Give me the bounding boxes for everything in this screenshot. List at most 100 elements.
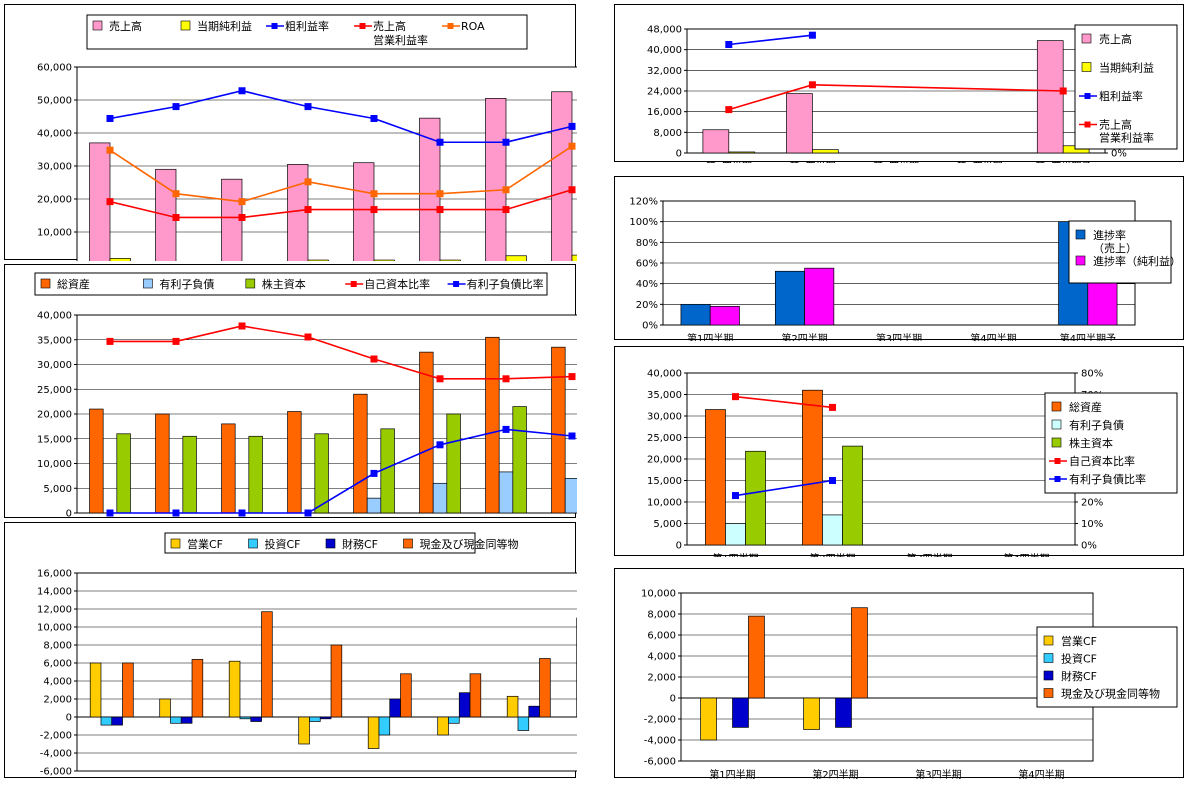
point-ROA	[502, 186, 510, 194]
point-自己資本比率	[106, 337, 114, 345]
bar-当期純利益	[109, 258, 131, 261]
bar-財務CF	[250, 716, 262, 722]
bar-営業CF	[89, 662, 102, 718]
y-tick-label: 25,000	[37, 385, 72, 396]
bar-営業CF	[298, 716, 310, 745]
bar-有利子負債	[725, 523, 746, 546]
bar-総資産	[287, 411, 302, 514]
legend-marker	[453, 281, 460, 287]
line-粗利益率	[728, 34, 813, 46]
y-tick-label: 35,000	[647, 390, 682, 401]
y-tick-label: 0	[670, 694, 676, 705]
point-売上高営業利益率	[238, 213, 246, 221]
y-tick-label: 50,000	[37, 96, 72, 107]
point-ROA	[172, 190, 180, 198]
y-tick-label: 35,000	[37, 335, 72, 346]
legend-label: 財務CF	[1061, 669, 1097, 683]
point-売上高営業利益率	[106, 198, 114, 206]
bar-投資CF	[100, 716, 113, 726]
x-tick-label: 14年	[100, 778, 123, 779]
legend	[1036, 626, 1178, 708]
legend-swatch	[1043, 670, 1054, 681]
y-tick-label: 20,000	[37, 195, 72, 206]
y-tick-label: 8,000	[43, 641, 72, 652]
bar-総資産	[551, 346, 566, 514]
y-tick-label: 60%	[636, 259, 658, 270]
legend	[1068, 220, 1172, 284]
bar-売上高	[1036, 40, 1064, 154]
point-売上高営業利益率	[304, 206, 312, 214]
bar-総資産	[155, 413, 170, 514]
x-tick-label: 第1四半期	[706, 160, 752, 163]
y-tick-label: 10,000	[37, 623, 72, 634]
bar-株主資本	[512, 406, 527, 514]
bar-有利子負債	[432, 482, 448, 514]
legend-marker	[1054, 458, 1061, 464]
chart-panel-quarter-progress: 0% 20% 40% 60% 80% 100% 120% 第1四半期 第2四半期 第3四半期 第4四…	[614, 176, 1184, 341]
y-tick-label: 10,000	[37, 228, 72, 239]
y2-tick-label: 80%	[1081, 369, 1103, 380]
legend-label: 営業利益率	[373, 33, 428, 47]
point-有利子負債比率	[568, 432, 576, 440]
chart-panel-quarter-assets: 0 5,000 10,000 15,000 20,000 25,000 30,000 35,0…	[614, 346, 1184, 557]
y-tick-label: 0	[676, 149, 682, 160]
bar-総資産	[221, 423, 236, 514]
bar-売上高	[485, 97, 507, 261]
legend-label: 投資CF	[1061, 652, 1097, 666]
legend-marker	[447, 23, 454, 29]
bar-営業CF	[367, 716, 380, 749]
y-tick-label: 40%	[636, 279, 658, 290]
bar-投資CF	[239, 716, 252, 720]
point-粗利益率	[725, 41, 733, 48]
point-自己資本比率	[370, 355, 378, 363]
point-ROA	[304, 178, 312, 186]
y-tick-label: 0	[66, 713, 72, 724]
point-ROA	[370, 190, 378, 198]
legend-swatch	[245, 278, 256, 289]
point-粗利益率	[304, 103, 312, 111]
chart-quarter-sales: 08,00016,00024,00032,00040,00048,0000%5%…	[647, 24, 1178, 163]
point-自己資本比率	[732, 393, 739, 401]
y-tick-label: 20,000	[647, 455, 682, 466]
y-tick-label: 0	[66, 509, 72, 520]
legend-label: 総資産	[1069, 400, 1102, 414]
line-ROA	[109, 145, 573, 203]
bar-株主資本	[182, 435, 197, 514]
x-tick-label: 16年	[239, 778, 262, 779]
y-tick-label: 60,000	[37, 63, 72, 74]
point-粗利益率	[568, 122, 576, 130]
bar-当期純利益	[571, 254, 577, 261]
bar-現金及び現金同等物	[261, 611, 273, 718]
point-売上高営業利益率	[568, 186, 576, 194]
bar-当期純利益	[505, 255, 527, 261]
point-ROA	[436, 190, 444, 198]
y-tick-label: -4,000	[40, 749, 72, 760]
legend-label: 株主資本	[1069, 436, 1113, 450]
bar-進捗率（売上）	[774, 270, 805, 326]
point-有利子負債比率	[370, 469, 378, 477]
bar-株主資本	[314, 433, 329, 514]
bar-当期純利益	[373, 259, 395, 261]
bar-総資産	[802, 389, 823, 546]
x-tick-label: 第1四半期	[709, 768, 755, 779]
legend-label: 営業CF	[1061, 634, 1097, 648]
point-売上高営業利益率	[436, 206, 444, 214]
y-tick-label: 16,000	[647, 107, 682, 118]
bar-現金及び現金同等物	[400, 673, 412, 718]
point-売上高営業利益率	[502, 206, 510, 214]
chart-annual-assets: 0 5,000 10,000 15,000 20,000 25,000 30,000 35,0…	[34, 272, 577, 520]
y-tick-label: 100%	[629, 217, 658, 228]
bar-投資CF	[378, 716, 391, 736]
chart-annual-sales: 010,00020,00030,00040,00050,00060,0000%5…	[37, 14, 577, 261]
legend-swatch	[325, 538, 336, 549]
y-tick-label: 6,000	[647, 631, 676, 642]
chart-quarter-cf: -6,000 -4,000 -2,000 0 2,000 4,000 6,000 8,000 1…	[641, 589, 1178, 779]
legend-swatch	[1051, 437, 1062, 448]
point-粗利益率	[238, 87, 246, 95]
bar-株主資本	[842, 445, 863, 546]
legend-marker	[350, 281, 357, 287]
y-tick-label: 6,000	[43, 659, 72, 670]
bar-総資産	[485, 336, 500, 514]
bar-進捗率（純利益）	[709, 306, 740, 326]
y-tick-label: 30,000	[37, 162, 72, 173]
